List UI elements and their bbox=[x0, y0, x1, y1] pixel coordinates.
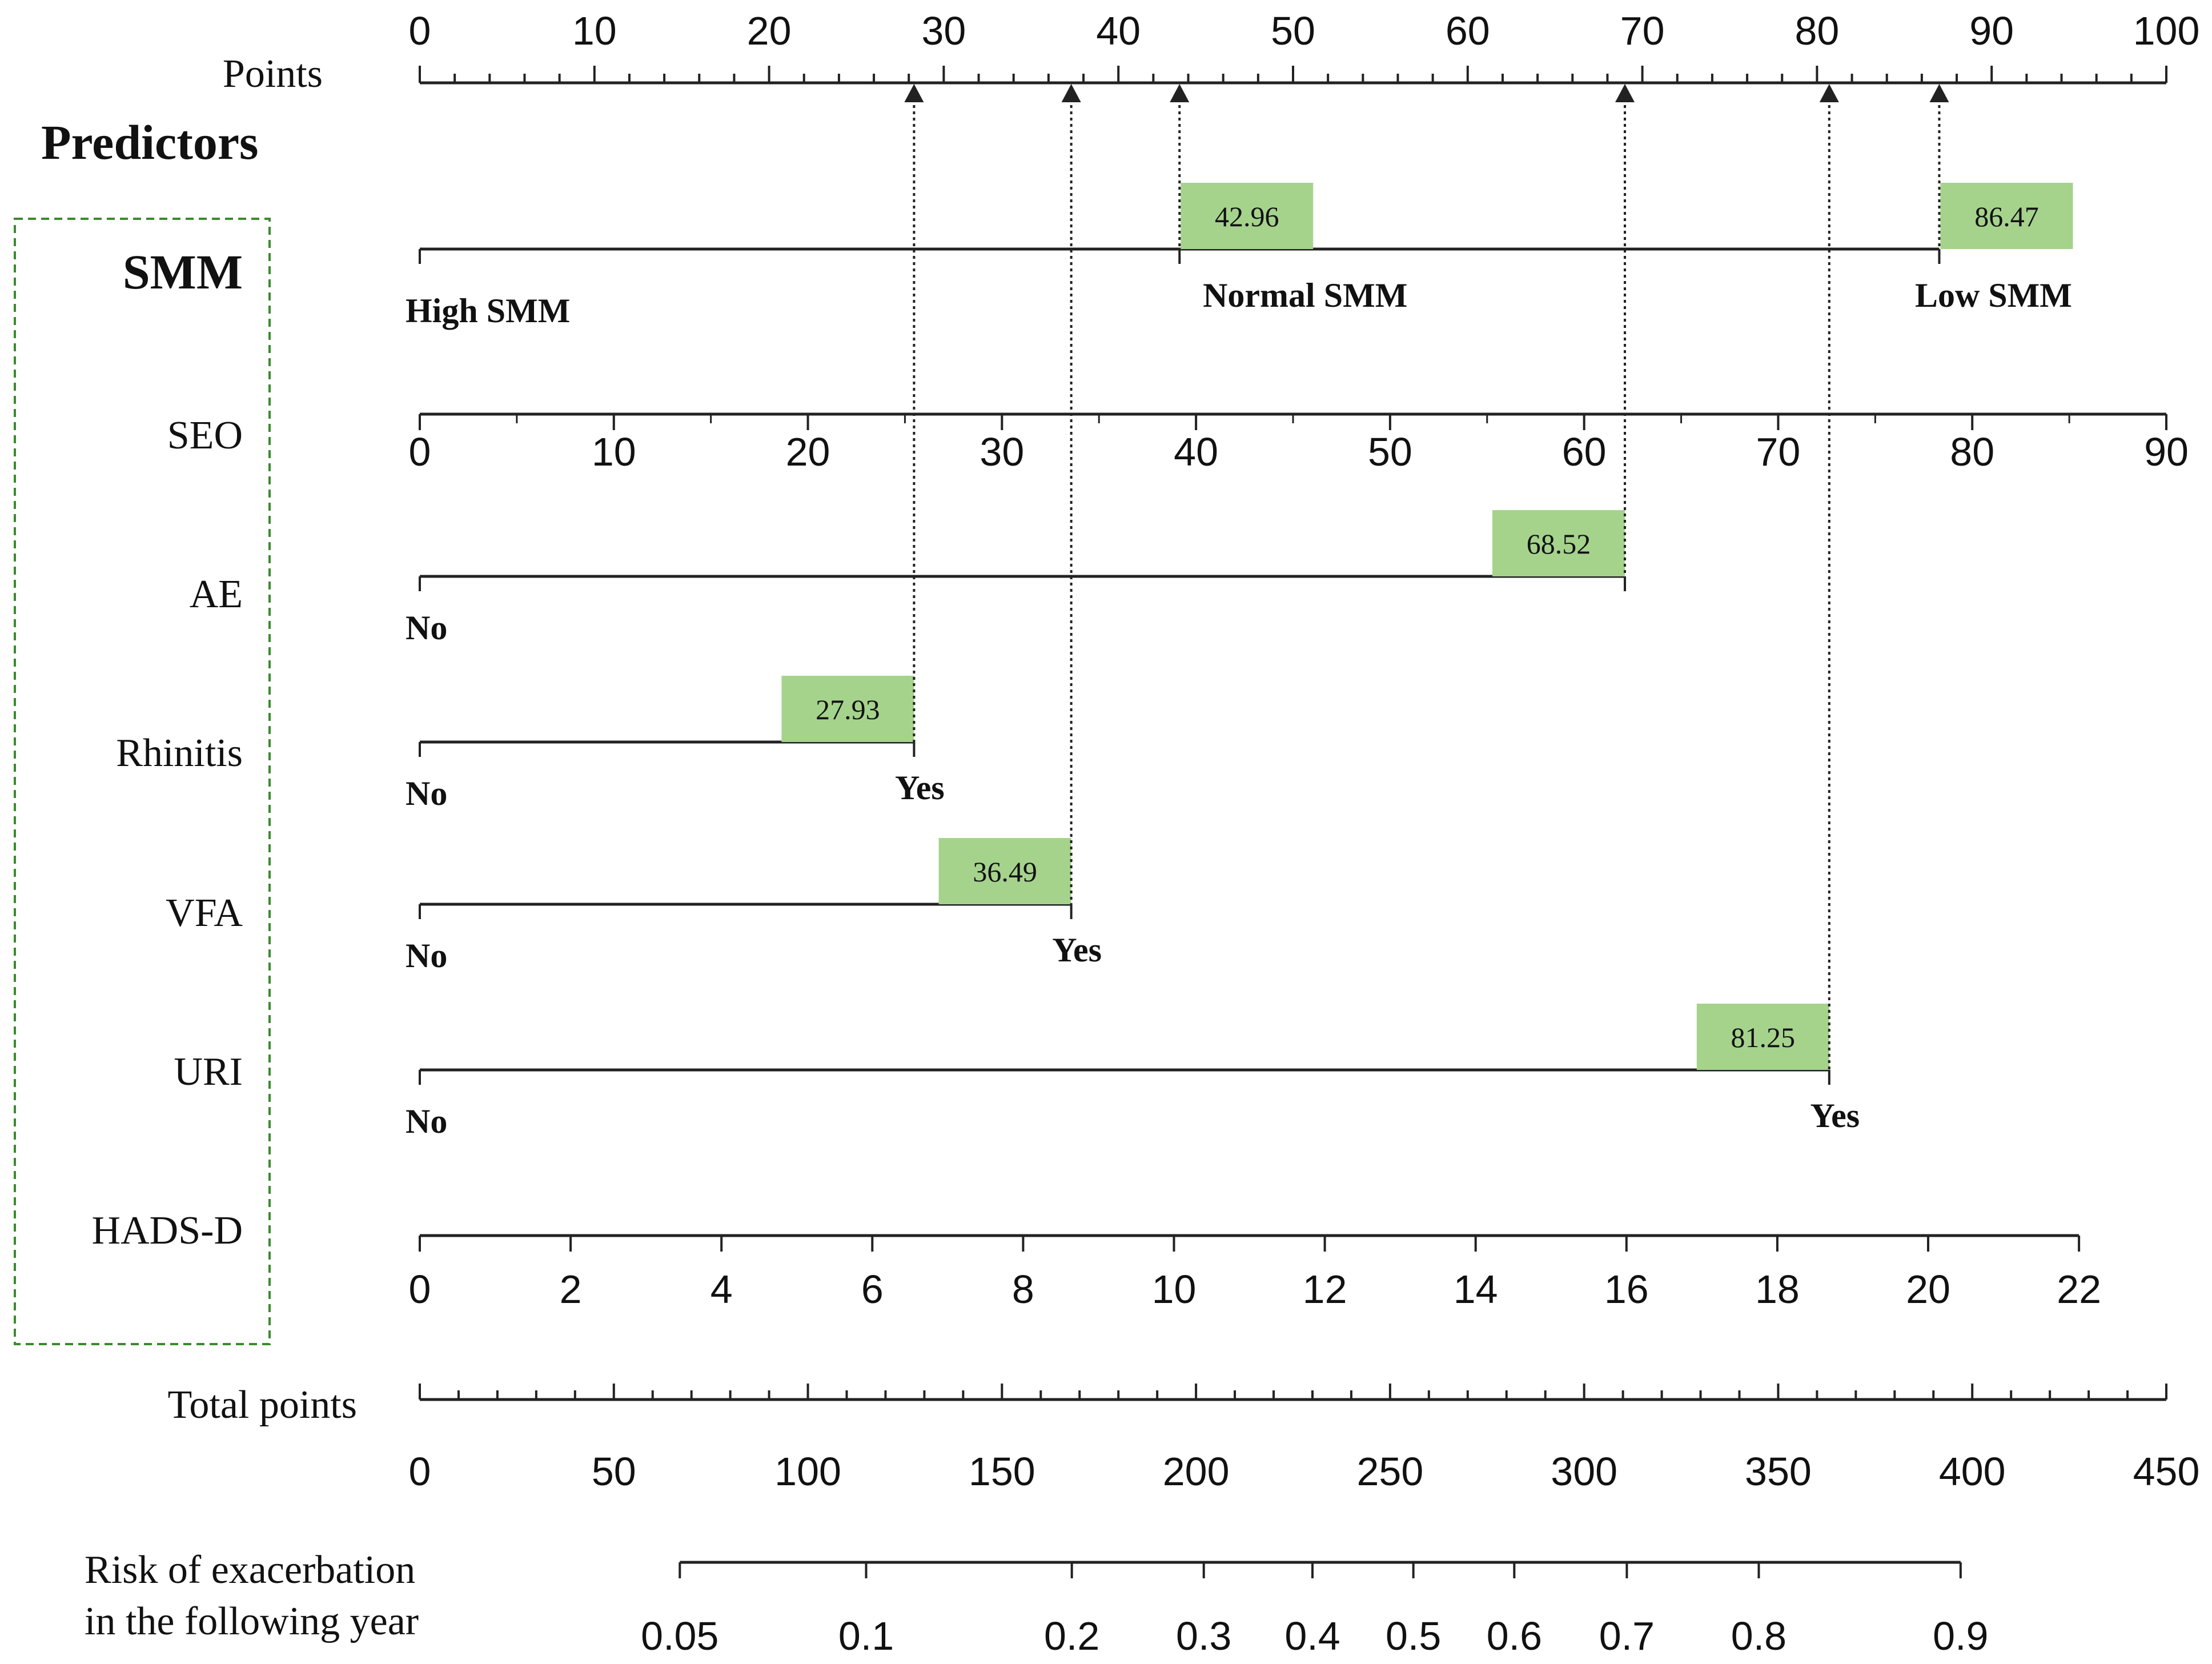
points-axis-tick-label: 30 bbox=[921, 9, 966, 53]
value-badge-label-smm: 42.96 bbox=[1215, 201, 1279, 232]
points-axis-tick-label: 80 bbox=[1795, 9, 1839, 53]
axis-tick-label-hads-d: 16 bbox=[1604, 1267, 1649, 1312]
axis-tick-label-hads-d: 4 bbox=[710, 1267, 733, 1312]
value-badge-label-smm: 86.47 bbox=[1974, 201, 2039, 232]
level-label-vfa-no: No bbox=[406, 937, 447, 975]
total-points-tick-label: 50 bbox=[592, 1449, 636, 1494]
risk-axis-tick-label: 0.7 bbox=[1599, 1614, 1655, 1658]
risk-axis-tick-label: 0.6 bbox=[1487, 1614, 1542, 1658]
value-badge-vfa bbox=[938, 838, 1071, 904]
total-points-tick-label: 200 bbox=[1163, 1449, 1230, 1494]
points-axis-tick-label: 10 bbox=[572, 9, 617, 53]
arrow-head-smm bbox=[1170, 84, 1190, 102]
risk-axis-label-line1: Risk of exacerbation bbox=[85, 1548, 415, 1592]
axis-tick-label-hads-d: 6 bbox=[861, 1267, 884, 1312]
value-badge-label-rhinitis: 27.93 bbox=[816, 693, 880, 725]
points-axis-label: Points bbox=[223, 52, 323, 96]
risk-axis-tick-label: 0.3 bbox=[1176, 1614, 1231, 1658]
axis-tick-label-seo: 30 bbox=[979, 430, 1024, 474]
level-label-rhinitis-yes: Yes bbox=[895, 769, 945, 807]
axis-tick-label-seo: 60 bbox=[1562, 430, 1607, 474]
axis-tick-label-seo: 0 bbox=[409, 430, 431, 474]
value-badge-label-ae: 68.52 bbox=[1527, 528, 1591, 560]
points-axis-tick-label: 100 bbox=[2133, 9, 2200, 53]
value-badge-label-vfa: 36.49 bbox=[973, 856, 1037, 888]
predictor-group-box bbox=[14, 218, 271, 1345]
level-label-smm-high-smm: High SMM bbox=[406, 292, 570, 330]
risk-axis-tick-label: 0.5 bbox=[1386, 1614, 1441, 1658]
value-badge-smm bbox=[1940, 183, 2073, 249]
axis-tick-label-hads-d: 8 bbox=[1012, 1267, 1034, 1312]
axis-tick-label-hads-d: 18 bbox=[1755, 1267, 1800, 1312]
level-label-vfa-yes: Yes bbox=[1052, 931, 1102, 969]
points-axis-tick-label: 40 bbox=[1096, 9, 1141, 53]
axis-tick-label-hads-d: 12 bbox=[1303, 1267, 1347, 1312]
total-points-tick-label: 300 bbox=[1551, 1449, 1617, 1494]
points-axis-tick-label: 90 bbox=[1969, 9, 2014, 53]
axis-tick-label-hads-d: 14 bbox=[1454, 1267, 1498, 1312]
predictor-label-smm: SMM bbox=[123, 244, 243, 299]
level-label-uri-yes: Yes bbox=[1810, 1097, 1860, 1134]
risk-axis-tick-label: 0.9 bbox=[1933, 1614, 1988, 1658]
risk-axis-tick-label: 0.8 bbox=[1731, 1614, 1787, 1658]
arrow-head-rhinitis bbox=[904, 84, 924, 102]
value-badge-rhinitis bbox=[781, 676, 914, 742]
total-points-tick-label: 0 bbox=[409, 1449, 431, 1494]
level-label-rhinitis-no: No bbox=[406, 775, 447, 812]
risk-axis-tick-label: 0.1 bbox=[838, 1614, 894, 1658]
risk-axis-label-line2: in the following year bbox=[85, 1599, 419, 1643]
predictor-label-rhinitis: Rhinitis bbox=[116, 731, 243, 775]
predictor-label-seo: SEO bbox=[167, 414, 243, 458]
predictors-heading: Predictors bbox=[41, 115, 259, 170]
predictor-label-uri: URI bbox=[174, 1050, 243, 1094]
axis-tick-label-seo: 90 bbox=[2144, 430, 2189, 474]
level-label-smm-low-smm: Low SMM bbox=[1915, 276, 2072, 314]
arrow-head-vfa bbox=[1061, 84, 1081, 102]
total-points-tick-label: 100 bbox=[774, 1449, 841, 1494]
level-label-uri-no: No bbox=[406, 1102, 447, 1140]
predictor-label-vfa: VFA bbox=[166, 891, 243, 935]
points-axis-tick-label: 20 bbox=[747, 9, 792, 53]
axis-tick-label-hads-d: 20 bbox=[1906, 1267, 1950, 1312]
axis-tick-label-hads-d: 22 bbox=[2057, 1267, 2101, 1312]
predictor-label-hads-d: HADS-D bbox=[92, 1209, 243, 1253]
arrow-head-smm bbox=[1929, 84, 1949, 102]
points-axis-tick-label: 0 bbox=[409, 9, 431, 53]
arrow-head-uri bbox=[1819, 84, 1839, 102]
points-axis-tick-label: 60 bbox=[1446, 9, 1490, 53]
risk-axis-tick-label: 0.4 bbox=[1284, 1614, 1340, 1658]
axis-tick-label-seo: 20 bbox=[786, 430, 830, 474]
level-label-smm-normal-smm: Normal SMM bbox=[1203, 276, 1407, 314]
axis-tick-label-seo: 50 bbox=[1368, 430, 1412, 474]
axis-tick-label-seo: 80 bbox=[1950, 430, 1994, 474]
axis-tick-label-seo: 10 bbox=[592, 430, 636, 474]
risk-axis-tick-label: 0.2 bbox=[1044, 1614, 1099, 1658]
total-points-label: Total points bbox=[168, 1383, 357, 1427]
total-points-tick-label: 450 bbox=[2133, 1449, 2200, 1494]
axis-tick-label-seo: 70 bbox=[1756, 430, 1801, 474]
value-badge-smm bbox=[1181, 183, 1314, 249]
risk-axis-tick-label: 0.05 bbox=[641, 1614, 718, 1658]
total-points-tick-label: 350 bbox=[1745, 1449, 1812, 1494]
level-label-ae-no: No bbox=[406, 609, 447, 647]
arrow-head-ae bbox=[1615, 84, 1635, 102]
value-badge-ae bbox=[1492, 510, 1625, 576]
total-points-tick-label: 400 bbox=[1939, 1449, 2006, 1494]
total-points-tick-label: 150 bbox=[969, 1449, 1035, 1494]
predictor-label-ae: AE bbox=[190, 572, 243, 616]
axis-tick-label-hads-d: 0 bbox=[409, 1267, 431, 1312]
axis-tick-label-hads-d: 2 bbox=[560, 1267, 582, 1312]
axis-tick-label-hads-d: 10 bbox=[1152, 1267, 1197, 1312]
value-badge-uri bbox=[1696, 1004, 1829, 1070]
points-axis-tick-label: 50 bbox=[1271, 9, 1315, 53]
points-axis-tick-label: 70 bbox=[1620, 9, 1665, 53]
value-badge-label-uri: 81.25 bbox=[1731, 1021, 1796, 1053]
total-points-tick-label: 250 bbox=[1356, 1449, 1423, 1494]
axis-tick-label-seo: 40 bbox=[1174, 430, 1218, 474]
